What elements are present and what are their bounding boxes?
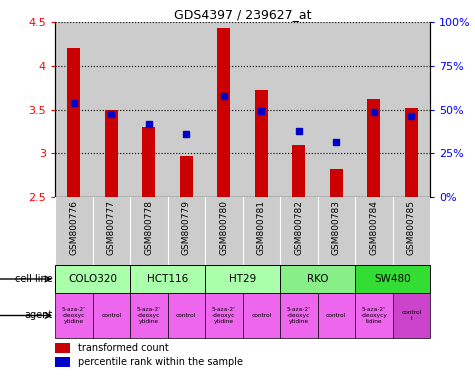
Bar [168, 197, 205, 265]
Bar [317, 293, 355, 338]
Bar [292, 144, 305, 197]
Bar [55, 197, 93, 265]
Text: agent: agent [25, 311, 53, 321]
Bar [205, 22, 243, 197]
Bar [243, 197, 280, 265]
Text: GSM800783: GSM800783 [332, 200, 341, 255]
Bar [355, 293, 392, 338]
Text: GSM800784: GSM800784 [369, 200, 378, 255]
Bar [55, 293, 93, 338]
Title: GDS4397 / 239627_at: GDS4397 / 239627_at [174, 8, 311, 21]
Bar [205, 293, 243, 338]
Text: COLO320: COLO320 [68, 274, 117, 284]
Bar [55, 265, 130, 293]
Bar [255, 90, 268, 197]
Bar [243, 293, 280, 338]
Text: control: control [101, 313, 122, 318]
Text: GSM800785: GSM800785 [407, 200, 416, 255]
Text: 5-aza-2'
-deoxyc
ytidine: 5-aza-2' -deoxyc ytidine [62, 307, 86, 324]
Bar [93, 293, 130, 338]
Text: GSM800777: GSM800777 [107, 200, 116, 255]
Bar [280, 293, 317, 338]
Bar [55, 343, 70, 353]
Text: SW480: SW480 [374, 274, 411, 284]
Bar [317, 197, 355, 265]
Bar [355, 197, 392, 265]
Bar [317, 22, 355, 197]
Bar [392, 22, 430, 197]
Bar [405, 108, 418, 197]
Bar [243, 22, 280, 197]
Bar [205, 197, 243, 265]
Text: 5-aza-2'
-deoxycy
tidine: 5-aza-2' -deoxycy tidine [361, 307, 387, 324]
Text: HCT116: HCT116 [147, 274, 188, 284]
Bar [168, 293, 205, 338]
Bar [104, 109, 118, 197]
Bar [330, 169, 343, 197]
Bar [392, 197, 430, 265]
Bar [205, 265, 280, 293]
Text: control: control [251, 313, 271, 318]
Text: 5-aza-2'
-deoxyc
ytidine: 5-aza-2' -deoxyc ytidine [287, 307, 311, 324]
Text: control: control [176, 313, 196, 318]
Text: GSM800782: GSM800782 [294, 200, 303, 255]
Text: GSM800778: GSM800778 [144, 200, 153, 255]
Text: GSM800779: GSM800779 [182, 200, 191, 255]
Bar [367, 99, 380, 197]
Text: cell line: cell line [15, 274, 53, 284]
Text: HT29: HT29 [229, 274, 256, 284]
Bar [355, 265, 430, 293]
Text: GSM800780: GSM800780 [219, 200, 228, 255]
Text: RKO: RKO [307, 274, 328, 284]
Bar [280, 197, 317, 265]
Bar [130, 22, 168, 197]
Text: 5-aza-2'
-deoxyc
ytidine: 5-aza-2' -deoxyc ytidine [212, 307, 236, 324]
Text: GSM800776: GSM800776 [69, 200, 78, 255]
Text: 5-aza-2'
-deoxyc
ytidine: 5-aza-2' -deoxyc ytidine [137, 307, 161, 324]
Text: control
l: control l [401, 310, 421, 321]
Bar [392, 293, 430, 338]
Bar [180, 156, 193, 197]
Bar [280, 265, 355, 293]
Bar [93, 197, 130, 265]
Text: transformed count: transformed count [77, 343, 168, 353]
Bar [355, 22, 392, 197]
Bar [93, 22, 130, 197]
Bar [168, 22, 205, 197]
Bar [67, 48, 80, 197]
Bar [55, 22, 93, 197]
Bar [130, 265, 205, 293]
Bar [55, 357, 70, 367]
Bar [142, 127, 155, 197]
Text: GSM800781: GSM800781 [257, 200, 266, 255]
Bar [280, 22, 317, 197]
Bar [130, 197, 168, 265]
Text: percentile rank within the sample: percentile rank within the sample [77, 357, 243, 367]
Bar [217, 28, 230, 197]
Text: control: control [326, 313, 346, 318]
Bar [130, 293, 168, 338]
